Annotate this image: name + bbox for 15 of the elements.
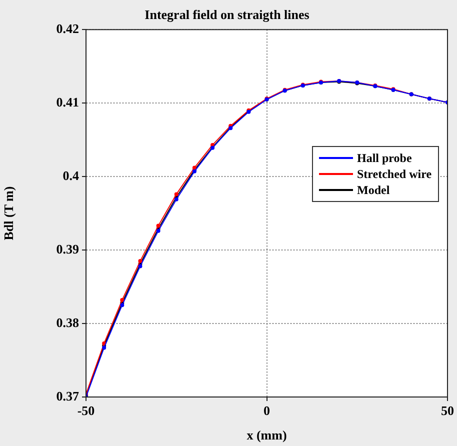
y-tick-label: 0.37 bbox=[56, 388, 80, 404]
chart-title: Integral field on straigth lines bbox=[144, 7, 310, 22]
y-tick-label: 0.41 bbox=[56, 94, 79, 110]
y-tick-label: 0.39 bbox=[56, 241, 80, 256]
x-tick-label: 0 bbox=[264, 403, 270, 418]
x-axis-title: x (mm) bbox=[246, 428, 287, 443]
legend-label: Model bbox=[356, 182, 391, 198]
x-tick-label: -50 bbox=[77, 403, 95, 418]
y-axis-title: Bdl (T m) bbox=[1, 186, 16, 240]
x-tick-label: 50 bbox=[441, 403, 454, 418]
y-tick-label: 0.38 bbox=[56, 314, 80, 330]
legend-label: Hall probe bbox=[356, 150, 413, 166]
legend-label: Stretched wire bbox=[356, 166, 432, 182]
y-tick-label: 0.4 bbox=[62, 168, 80, 183]
y-tick-label: 0.42 bbox=[56, 20, 79, 36]
